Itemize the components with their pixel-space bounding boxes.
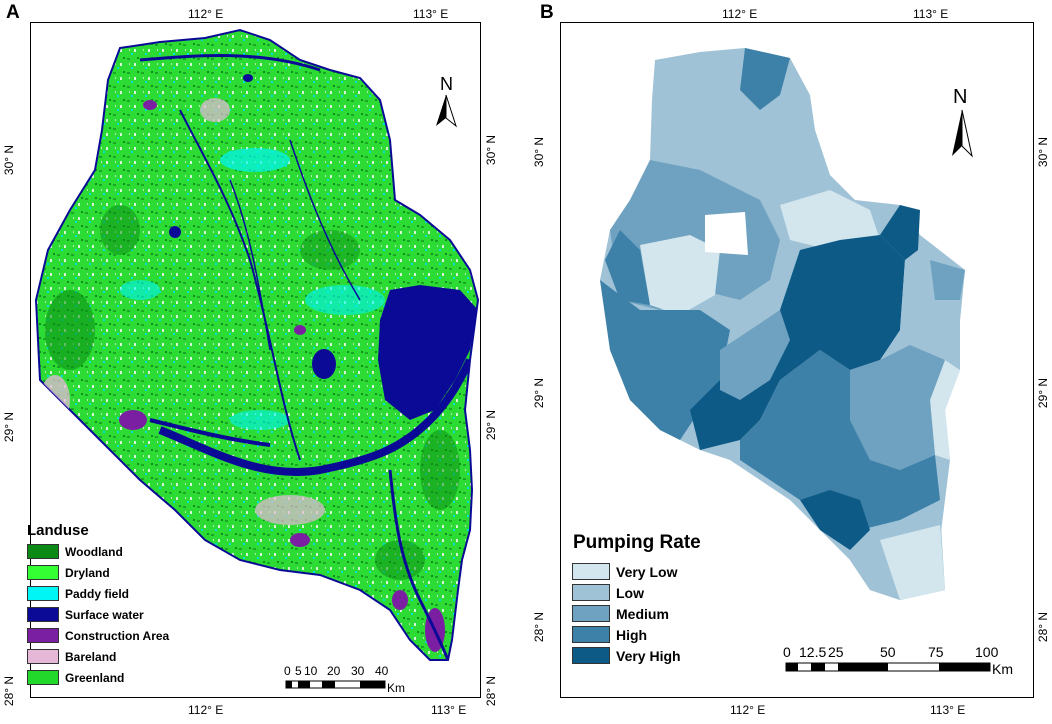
scale-label: 10 (304, 664, 318, 678)
legend-swatch (572, 563, 610, 580)
bottom-tick-113-a: 113° E (431, 703, 467, 717)
top-tick-113-a: 113° E (413, 7, 449, 21)
scale-label: 25 (828, 644, 844, 660)
legend-label: Very Low (616, 563, 678, 580)
legend-label: High (616, 626, 648, 643)
legend-item: Woodland (27, 544, 123, 559)
left-tick-29-b: 29° N (532, 377, 547, 409)
legend-swatch (27, 649, 59, 664)
legend-swatch (27, 670, 59, 685)
legend-swatch (27, 565, 59, 580)
legend-item: Bareland (27, 649, 116, 664)
legend-swatch (27, 607, 59, 622)
legend-item: Medium (572, 605, 669, 622)
scale-label: 5 (295, 664, 302, 678)
legend-item: Paddy field (27, 586, 129, 601)
north-label-b: N (953, 86, 968, 108)
legend-label: Surface water (65, 607, 144, 622)
legend-label: Woodland (65, 544, 123, 559)
panel-letter-a: A (6, 2, 20, 23)
legend-item: Very Low (572, 563, 677, 580)
legend-swatch (27, 586, 59, 601)
scale-bar-b (785, 662, 991, 672)
north-label-a: N (440, 74, 453, 94)
legend-swatch (572, 605, 610, 622)
legend-label: Construction Area (65, 628, 170, 643)
panel-letter-b: B (540, 2, 554, 23)
bottom-tick-112-a: 112° E (188, 703, 224, 717)
right-tick-30-b: 30° N (1036, 136, 1051, 168)
scale-unit: Km (387, 681, 405, 695)
bottom-tick-112-b: 112° E (730, 703, 766, 717)
top-tick-112-a: 112° E (188, 7, 224, 21)
scale-label: 40 (375, 664, 389, 678)
scale-label: 20 (327, 664, 341, 678)
scale-bar-a (285, 680, 386, 689)
legend-label: Paddy field (65, 586, 130, 601)
pumping-rate-map (600, 48, 965, 600)
legend-item: Surface water (27, 607, 144, 622)
top-tick-112-b: 112° E (722, 7, 758, 21)
left-tick-28-b: 28° N (532, 611, 547, 643)
legend-label: Dryland (65, 565, 110, 580)
top-tick-113-b: 113° E (913, 7, 949, 21)
legend-label: Low (616, 584, 644, 601)
scale-label: 30 (351, 664, 365, 678)
bottom-tick-113-b: 113° E (930, 703, 966, 717)
left-tick-30-b: 30° N (532, 136, 547, 168)
legend-title-b: Pumping Rate (573, 532, 701, 553)
legend-label: Medium (616, 605, 669, 622)
legend-title-a: Landuse (27, 522, 89, 539)
legend-item: Construction Area (27, 628, 169, 643)
legend-item: Greenland (27, 670, 124, 685)
legend-item: Low (572, 584, 644, 601)
legend-swatch (572, 626, 610, 643)
scale-label: 12.5 (799, 644, 827, 660)
right-tick-29-b: 29° N (1036, 377, 1051, 409)
legend-item: Dryland (27, 565, 110, 580)
scale-unit: Km (992, 661, 1013, 677)
legend-swatch (27, 628, 59, 643)
legend-swatch (572, 584, 610, 601)
scale-label: 0 (783, 644, 791, 660)
map-frame-b (560, 22, 1034, 698)
legend-label: Greenland (65, 670, 125, 685)
scale-label: 75 (928, 644, 944, 660)
legend-item: Very High (572, 647, 681, 664)
legend-label: Very High (616, 647, 681, 664)
legend-swatch (572, 647, 610, 664)
right-tick-28-b: 28° N (1036, 611, 1051, 643)
scale-label: 100 (975, 644, 999, 660)
legend-swatch (27, 544, 59, 559)
scale-label: 0 (284, 664, 291, 678)
north-arrow-a (436, 94, 457, 128)
legend-item: High (572, 626, 647, 643)
legend-label: Bareland (65, 649, 117, 664)
north-arrow-b (952, 109, 973, 158)
landuse-map (34, 28, 480, 661)
scale-label: 50 (880, 644, 896, 660)
